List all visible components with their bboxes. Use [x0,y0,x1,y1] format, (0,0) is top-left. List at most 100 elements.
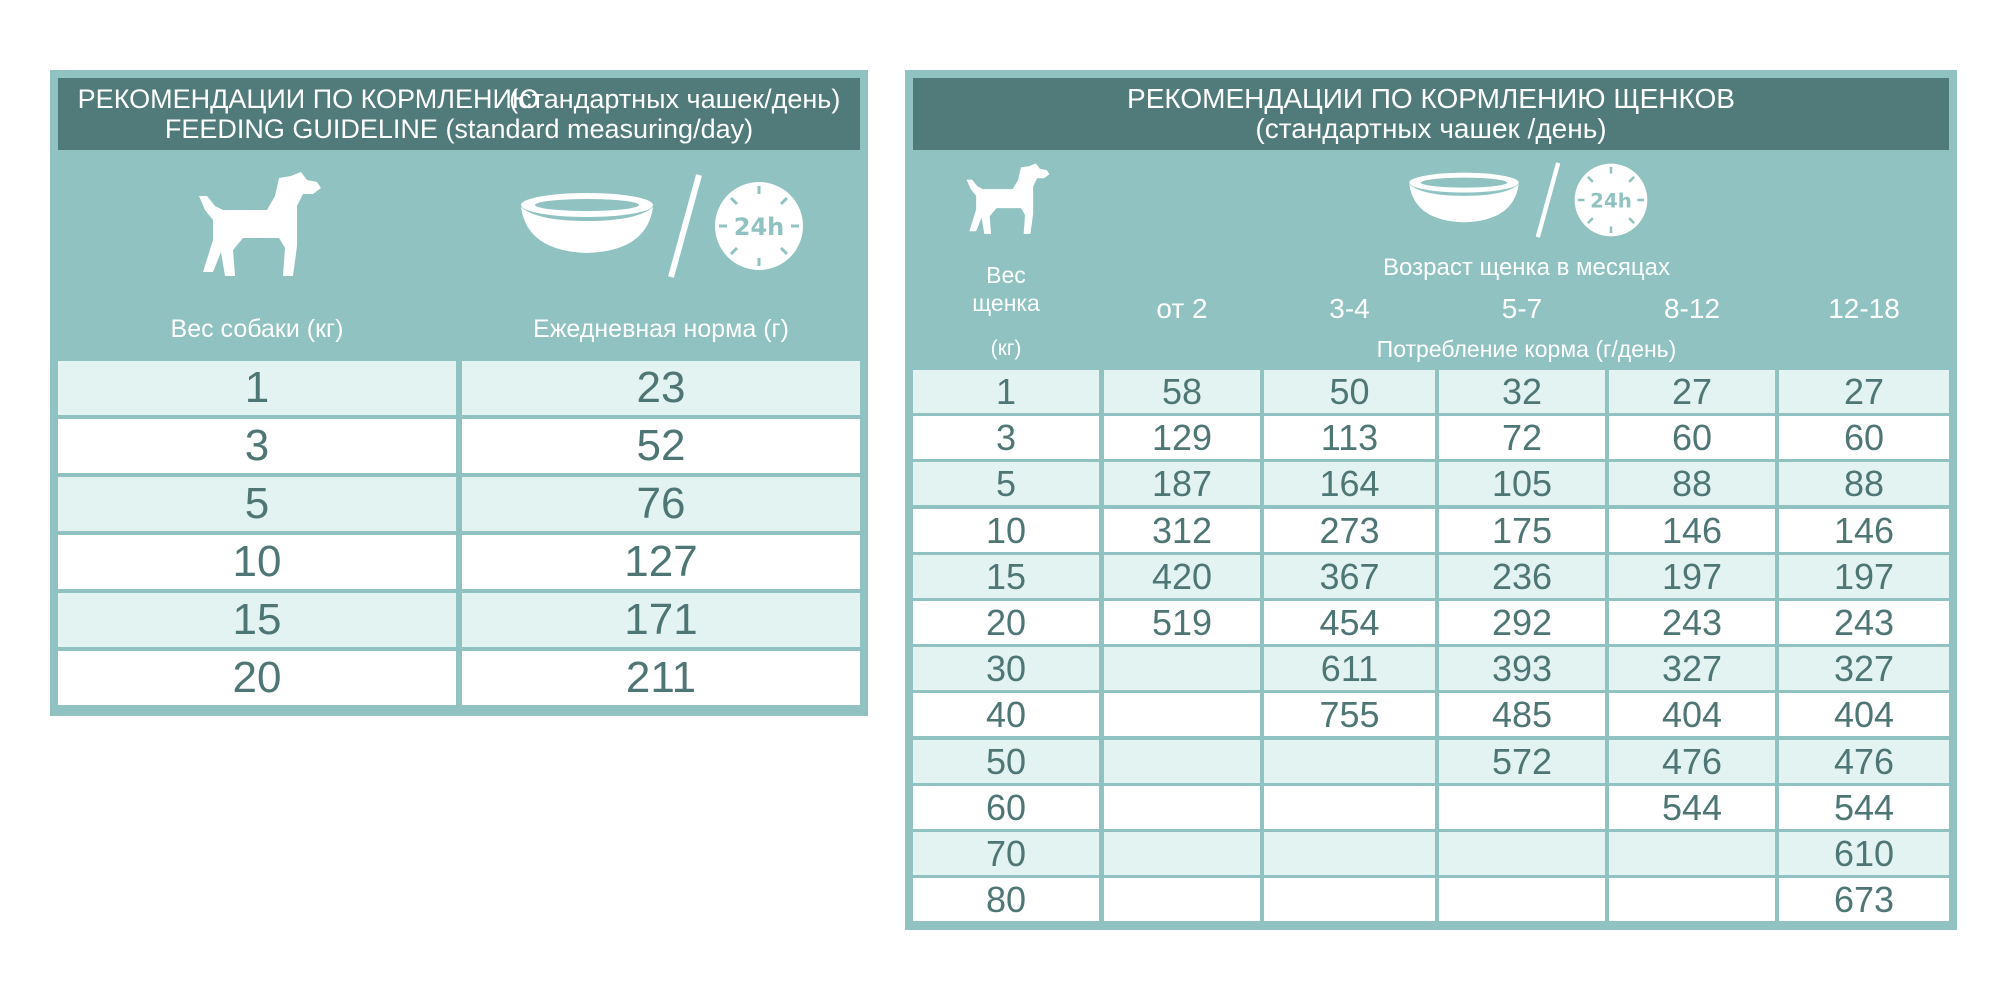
puppy-amount-cell: 197 [1609,555,1775,598]
right-dog-icon-cell [913,155,1099,245]
puppy-amount-cell: 610 [1779,832,1949,875]
puppy-amount-cell [1264,786,1435,829]
left-col-weight-header: Вес собаки (кг) [170,314,344,343]
puppy-amount-cell: 404 [1609,693,1775,736]
puppy-amount-cell: 519 [1104,601,1260,644]
right-table-title: РЕКОМЕНДАЦИИ ПО КОРМЛЕНИЮ ЩЕНКОВ (станда… [913,78,1949,150]
left-dog-icon-cell [58,155,456,297]
puppy-weight-cell: 1 [913,370,1099,413]
left-table-title: РЕКОМЕНДАЦИИ ПО КОРМЛЕНИЮ (стандартных ч… [58,78,860,150]
puppy-amount-cell: 673 [1779,878,1949,921]
puppy-amount-cell [1439,878,1605,921]
left-amount-cell: 76 [462,477,860,531]
puppy-weight-cell: 60 [913,786,1099,829]
puppy-amount-cell: 88 [1779,462,1949,505]
puppy-amount-cell: 572 [1439,740,1605,783]
dog-silhouette-icon [966,163,1050,234]
puppy-weight-cell: 50 [913,740,1099,783]
puppy-amount-cell [1439,832,1605,875]
left-weight-cell: 10 [58,535,456,589]
divider-slash-icon [668,174,702,278]
left-amount-cell: 127 [462,535,860,589]
age-column-header: 5-7 [1501,293,1543,324]
age-column-header: от 2 [1156,293,1208,324]
right-weight-label-text: Вес щенка [972,262,1040,316]
puppy-weight-cell: 70 [913,832,1099,875]
right-age-header: Возраст щенка в месяцах [1383,254,1670,281]
puppy-amount-cell: 544 [1609,786,1775,829]
puppy-weight-cell: 10 [913,509,1099,552]
divider-slash-icon [1535,162,1560,238]
left-amount-cell: 211 [462,651,860,705]
puppy-amount-cell: 164 [1264,462,1435,505]
puppy-amount-cell: 129 [1104,416,1260,459]
puppy-amount-cell [1104,740,1260,783]
puppy-amount-cell [1439,786,1605,829]
puppy-amount-cell: 50 [1264,370,1435,413]
puppy-amount-cell: 476 [1779,740,1949,783]
left-weight-cell: 1 [58,361,456,415]
puppy-amount-cell [1104,832,1260,875]
puppy-amount-cell: 327 [1779,647,1949,690]
puppy-amount-cell: 187 [1104,462,1260,505]
left-amount-cell: 23 [462,361,860,415]
puppy-amount-cell: 88 [1609,462,1775,505]
puppy-amount-cell: 420 [1104,555,1260,598]
puppy-amount-cell: 146 [1609,509,1775,552]
puppy-amount-cell: 27 [1779,370,1949,413]
puppy-amount-cell: 72 [1439,416,1605,459]
left-amount-cell: 171 [462,593,860,647]
adult-feeding-table: РЕКОМЕНДАЦИИ ПО КОРМЛЕНИЮ (стандартных ч… [50,70,868,716]
right-title-line1: РЕКОМЕНДАЦИИ ПО КОРМЛЕНИЮ ЩЕНКОВ [1127,83,1735,114]
food-bowl-icon [1408,172,1519,223]
puppy-amount-cell: 367 [1264,555,1435,598]
puppy-weight-cell: 30 [913,647,1099,690]
clock-label: 24h [734,213,784,241]
puppy-weight-cell: 3 [913,416,1099,459]
puppy-amount-cell [1104,647,1260,690]
puppy-amount-cell [1264,832,1435,875]
age-column-header: 3-4 [1329,293,1370,324]
left-bowl-icon-cell: 24h [462,155,860,297]
left-weight-cell: 15 [58,593,456,647]
puppy-amount-cell [1264,878,1435,921]
puppy-amount-cell: 393 [1439,647,1605,690]
puppy-amount-cell: 755 [1264,693,1435,736]
puppy-amount-cell: 327 [1609,647,1775,690]
puppy-amount-cell: 243 [1779,601,1949,644]
puppy-amount-cell: 27 [1609,370,1775,413]
puppy-amount-cell: 236 [1439,555,1605,598]
puppy-weight-cell: 80 [913,878,1099,921]
puppy-feeding-table: РЕКОМЕНДАЦИИ ПО КОРМЛЕНИЮ ЩЕНКОВ (станда… [905,70,1957,930]
age-column-header: 12-18 [1828,293,1900,324]
food-bowl-icon [521,193,653,253]
puppy-amount-cell [1609,878,1775,921]
left-weight-cell: 5 [58,477,456,531]
left-title-en: FEEDING GUIDELINE (standard measuring/da… [164,114,754,144]
puppy-amount-cell: 146 [1779,509,1949,552]
left-weight-cell: 3 [58,419,456,473]
puppy-amount-cell: 197 [1779,555,1949,598]
puppy-amount-cell: 312 [1104,509,1260,552]
left-amount-cell: 52 [462,419,860,473]
puppy-amount-cell: 243 [1609,601,1775,644]
puppy-amount-cell: 544 [1779,786,1949,829]
puppy-amount-cell: 292 [1439,601,1605,644]
puppy-amount-cell [1104,693,1260,736]
right-weight-label: Вес щенка [913,250,1099,328]
puppy-weight-cell: 20 [913,601,1099,644]
right-title-line2: (стандартных чашек /день) [1255,113,1607,144]
clock-label: 24h [1590,189,1632,212]
puppy-amount-cell [1104,786,1260,829]
left-title-ru-units: (стандартных чашек/день) [509,84,841,114]
puppy-weight-cell: 5 [913,462,1099,505]
puppy-amount-cell: 273 [1264,509,1435,552]
dog-silhouette-icon [199,172,321,276]
puppy-amount-cell: 611 [1264,647,1435,690]
right-consumption-header: Потребление корма (г/день) [1376,335,1677,362]
puppy-amount-cell: 60 [1779,416,1949,459]
right-bowl-icon-cell: 24h [1104,155,1949,245]
puppy-amount-cell: 454 [1264,601,1435,644]
puppy-amount-cell [1104,878,1260,921]
clock-24h-icon: 24h [1574,163,1647,237]
